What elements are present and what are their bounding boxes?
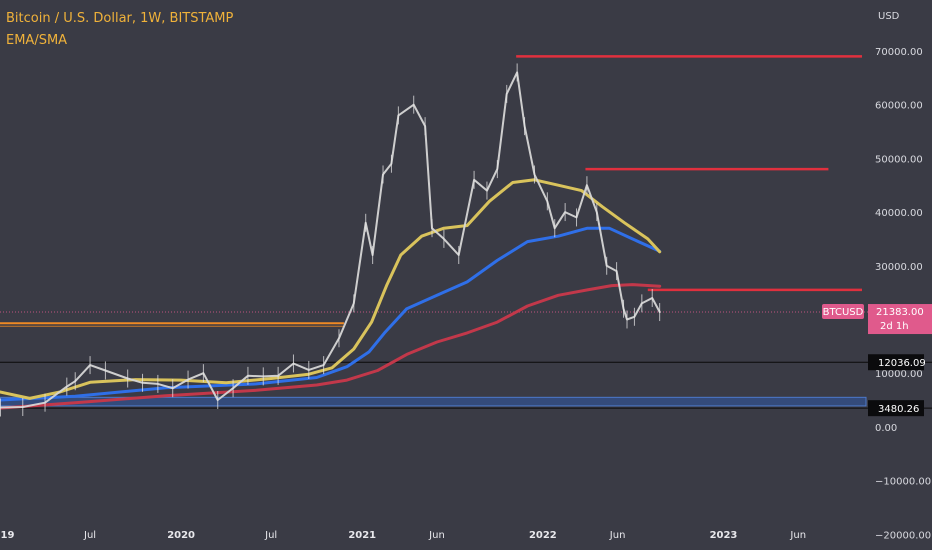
level-tag <box>868 354 924 371</box>
x-tick-label: 2019 <box>0 530 14 541</box>
symbol-tag <box>822 304 864 320</box>
series-layer <box>0 63 662 417</box>
x-tick-label: 2020 <box>167 530 195 541</box>
support-zone <box>0 396 867 407</box>
price-tag-countdown: 2d 1h <box>880 321 909 332</box>
level-tag-label: 3480.26 <box>878 404 919 415</box>
series-sma_yellow <box>0 178 662 400</box>
symbol-tag-label: BTCUSD <box>823 307 864 318</box>
level-tag <box>868 400 924 417</box>
y-tick-label: 0.00 <box>875 423 897 434</box>
price-tag-value: 21383.00 <box>876 307 924 318</box>
zones-layer <box>0 396 867 407</box>
x-tick-label: 2022 <box>529 530 557 541</box>
levels-layer <box>0 55 932 409</box>
currency-label: USD <box>878 11 900 22</box>
y-tick-label: 50000.00 <box>875 154 923 165</box>
y-tick-label: −20000.00 <box>875 530 931 541</box>
x-tick-label: 2021 <box>348 530 376 541</box>
indicator-legend[interactable]: EMA/SMA <box>6 33 68 48</box>
axis-tags: BTCUSD 21383.00 2d 1h 12036.09 3480.26 <box>822 304 932 417</box>
x-tick-label: Jul <box>264 530 277 541</box>
price-tag <box>868 304 932 335</box>
y-tick-label: 40000.00 <box>875 208 923 219</box>
price-axis[interactable]: USD 70000.00 60000.00 50000.00 40000.00 30000… <box>875 11 931 541</box>
time-axis[interactable]: 2019 Jul 2020 Jul 2021 Jun 2022 Jun 2023 Jun <box>0 530 806 541</box>
series-ema_blue <box>0 226 662 402</box>
x-tick-label: 2023 <box>710 530 738 541</box>
x-tick-label: Jul <box>83 530 96 541</box>
chart-title: Bitcoin / U.S. Dollar, 1W, BITSTAMP <box>6 11 234 26</box>
x-tick-label: Jun <box>789 530 806 541</box>
series-price <box>0 71 661 409</box>
x-tick-label: Jun <box>609 530 626 541</box>
y-tick-label: 10000.00 <box>875 369 923 380</box>
y-tick-label: 70000.00 <box>875 47 923 58</box>
series-ema_red <box>0 283 662 410</box>
y-tick-label: −10000.00 <box>875 477 931 488</box>
level-tag-label: 12036.09 <box>878 358 926 369</box>
y-tick-label: 60000.00 <box>875 101 923 112</box>
y-tick-label: 30000.00 <box>875 262 923 273</box>
x-tick-label: Jun <box>428 530 445 541</box>
